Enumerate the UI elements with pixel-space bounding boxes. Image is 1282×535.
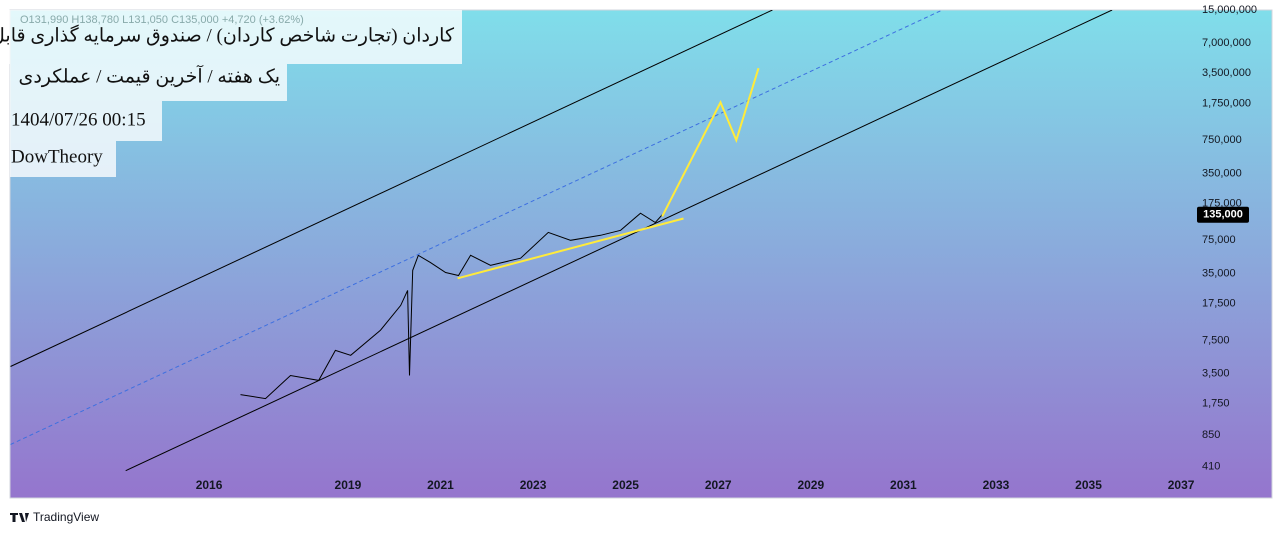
x-tick-label: 2027	[705, 478, 732, 492]
x-tick-label: 2023	[520, 478, 547, 492]
y-tick-label: 850	[1202, 429, 1220, 441]
date: 1404/07/26 00:15	[11, 109, 146, 130]
y-tick-label: 3,500,000	[1202, 67, 1251, 79]
x-tick-label: 2016	[196, 478, 223, 492]
price-marker-label: 135,000	[1203, 209, 1243, 221]
header-box	[10, 141, 116, 177]
chart-subtitle: یک هفته / آخرین قیمت / عملکردی	[18, 64, 280, 87]
footer: TradingView	[33, 510, 99, 524]
logo	[10, 513, 29, 522]
y-tick-label: 350,000	[1202, 167, 1242, 179]
price-marker-box	[1197, 206, 1249, 223]
axes: 410 850 1,750 3,500 7,500 17,500 35,000 75,000 1…	[196, 4, 1257, 492]
y-tick-label: 1,750,000	[1202, 97, 1251, 109]
series-line	[10, 10, 773, 367]
x-tick-label: 2031	[890, 478, 917, 492]
y-tick-label: 17,500	[1202, 298, 1236, 310]
y-tick-label: 15,000,000	[1202, 4, 1257, 16]
y-tick-label: 7,000,000	[1202, 37, 1251, 49]
ohlc: O131,990 H138,780 L131,050 C135,000 +4,7…	[20, 14, 304, 26]
series-line	[10, 10, 943, 445]
y-tick-label: 750,000	[1202, 134, 1242, 146]
x-tick-label: 2021	[427, 478, 454, 492]
y-tick-label: 7,500	[1202, 334, 1230, 346]
y-tick-label: 75,000	[1202, 234, 1236, 246]
header-box	[10, 101, 162, 141]
chart-title: کاردان (تجارت شاخص کاردان) / صندوق سرمای…	[0, 23, 455, 46]
y-tick-label: 410	[1202, 461, 1220, 473]
plot-area	[10, 10, 1113, 472]
x-tick-label: 2029	[797, 478, 824, 492]
x-tick-label: 2035	[1075, 478, 1102, 492]
series-line	[240, 212, 663, 400]
series-line	[125, 10, 1113, 472]
y-tick-label: 175,000	[1202, 197, 1242, 209]
y-tick-label: 1,750	[1202, 398, 1230, 410]
header-box	[10, 64, 287, 101]
x-tick-label: 2033	[983, 478, 1010, 492]
header-box	[0, 10, 462, 64]
y-tick-label: 35,000	[1202, 267, 1236, 279]
author: DowTheory	[11, 146, 103, 167]
series-line	[457, 217, 684, 280]
x-tick-label: 2019	[335, 478, 362, 492]
y-tick-label: 3,500	[1202, 367, 1230, 379]
series-line	[661, 67, 760, 217]
x-tick-label: 2025	[612, 478, 639, 492]
x-tick-label: 2037	[1168, 478, 1195, 492]
